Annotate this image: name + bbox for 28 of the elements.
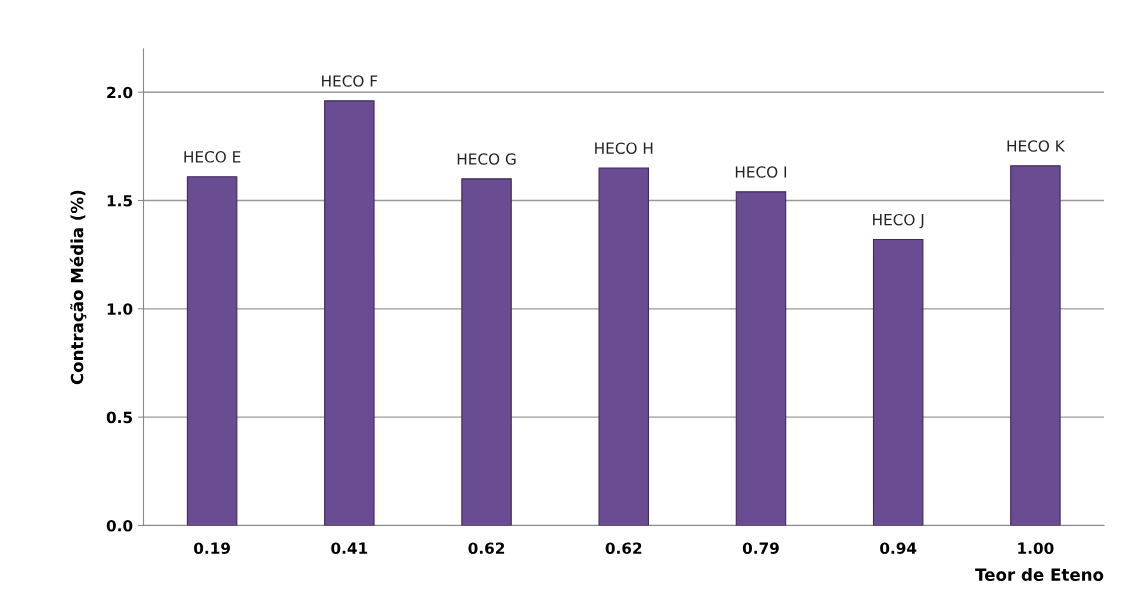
bar (735, 191, 787, 526)
data-label: HECO G (457, 153, 516, 165)
data-label: HECO K (1007, 140, 1066, 152)
y-tick-label: 0.5 (106, 411, 133, 424)
data-label: HECO I (735, 166, 787, 178)
data-label: HECO H (595, 142, 653, 154)
y-tick-label: 1.0 (107, 303, 133, 315)
y-tick-label: 0.0 (106, 519, 133, 532)
bar (324, 100, 375, 526)
x-tick-label: 0.41 (331, 542, 368, 554)
y-axis-title: Contração Média (%) (69, 190, 87, 385)
x-tick-label: 1.00 (1018, 542, 1054, 554)
y-tick-label: 1.5 (107, 195, 133, 207)
x-tick-label: 0.62 (605, 542, 642, 554)
data-label: HECO F (322, 75, 378, 87)
bar (1010, 165, 1061, 526)
data-label: HECO E (184, 151, 241, 163)
bar (872, 238, 924, 526)
x-tick-label: 0.79 (742, 542, 779, 554)
bar (186, 176, 238, 526)
data-label: HECO J (873, 213, 924, 229)
bar (598, 167, 650, 526)
x-tick-label: 0.62 (468, 542, 505, 554)
x-tick-label: 0.19 (194, 542, 230, 554)
x-tick-label: 0.94 (880, 542, 917, 554)
x-axis-title: Teor de Eteno (975, 568, 1104, 581)
bar (461, 178, 512, 526)
y-tick-label: 2.0 (107, 86, 133, 99)
